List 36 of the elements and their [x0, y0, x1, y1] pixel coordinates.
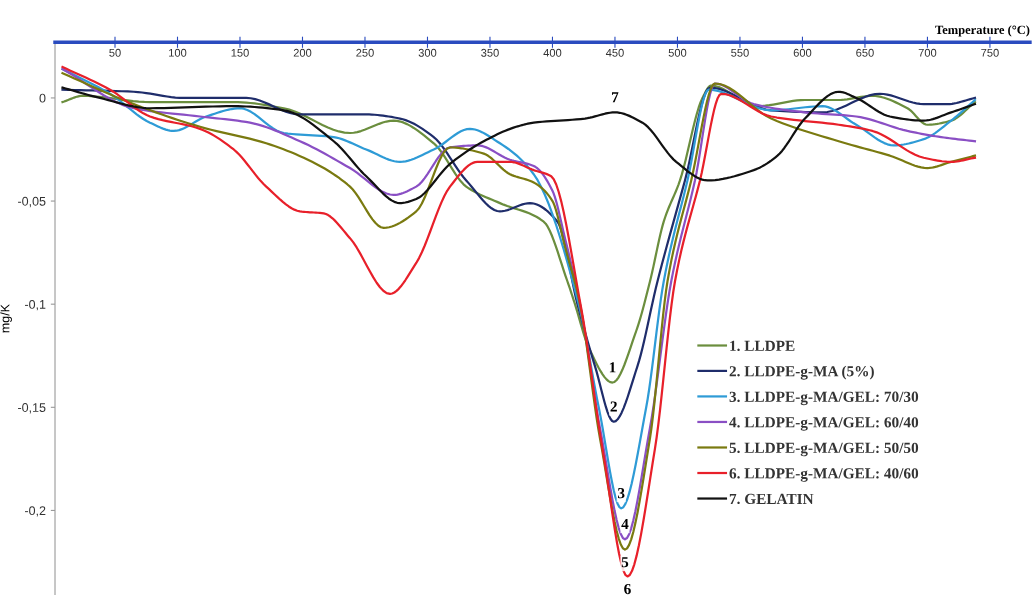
legend-label: 4. LLDPE-g-MA/GEL: 60/40	[729, 417, 919, 431]
x-tick-label: 750	[981, 48, 999, 57]
legend-label: 7. GELATIN	[729, 493, 814, 505]
annotation: 3	[617, 488, 625, 499]
x-axis-title: Temperature (°C)	[935, 25, 1030, 37]
y-tick-label: 0	[39, 93, 46, 103]
annotation: 4	[621, 519, 629, 530]
y-tick-label: -0,1	[25, 299, 46, 311]
annotation: 1	[609, 362, 616, 373]
x-tick-label: 500	[668, 48, 687, 57]
y-tick-label: -0,05	[18, 196, 46, 208]
x-tick-label: 550	[731, 48, 749, 57]
annotation: 2	[610, 401, 617, 412]
y-tick-label: -0,15	[18, 403, 46, 414]
x-tick-label: 300	[418, 48, 437, 57]
x-tick-label: 350	[481, 48, 499, 57]
x-tick-label: 400	[543, 48, 562, 57]
legend-label: 1. LLDPE	[730, 340, 795, 352]
x-tick-label: 150	[231, 48, 249, 57]
legend-label: 2. LLDPE-g-MA (5%)	[729, 365, 874, 380]
x-tick-label: 100	[169, 48, 187, 57]
legend-label: 3. LLDPE-g-MA/GEL: 70/30	[729, 391, 919, 406]
x-tick-label: 450	[605, 48, 624, 57]
x-tick-label: 700	[918, 48, 937, 57]
x-tick-label: 600	[793, 48, 812, 57]
legend-label: 6. LLDPE-g-MA/GEL: 40/60	[729, 468, 919, 482]
x-tick-label: 50	[109, 48, 121, 57]
annotation: 6	[624, 583, 631, 595]
x-tick-label: 200	[293, 48, 312, 57]
annotation: 7	[612, 92, 619, 103]
y-axis-title: mg/K	[0, 304, 12, 333]
x-tick-label: 250	[356, 48, 374, 57]
x-tick-label: 650	[856, 48, 874, 57]
legend-label: 5. LLDPE-g-MA/GEL: 50/50	[729, 442, 919, 457]
annotation: 5	[621, 557, 629, 568]
y-tick-label: -0,2	[25, 506, 46, 517]
